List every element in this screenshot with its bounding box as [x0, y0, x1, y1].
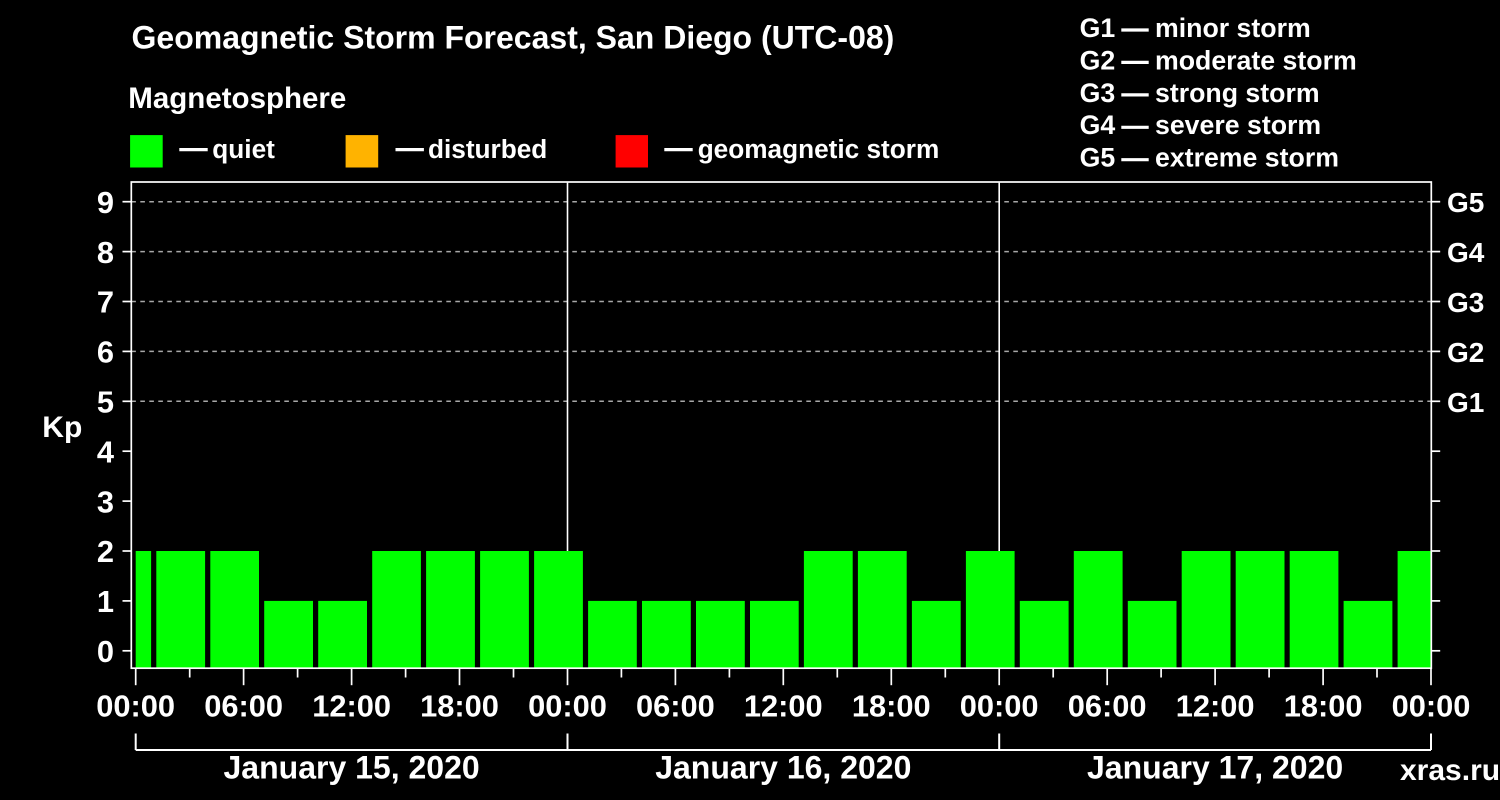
- svg-text:G3: G3: [1447, 287, 1484, 318]
- svg-text:5: 5: [97, 385, 114, 420]
- svg-text:Kp: Kp: [42, 411, 82, 444]
- svg-text:G1: G1: [1080, 13, 1116, 43]
- svg-text:2: 2: [97, 534, 114, 569]
- svg-text:00:00: 00:00: [96, 688, 175, 723]
- svg-text:4: 4: [97, 434, 114, 469]
- svg-text:extreme storm: extreme storm: [1155, 143, 1339, 173]
- svg-text:06:00: 06:00: [204, 688, 283, 723]
- svg-text:8: 8: [97, 235, 114, 270]
- svg-text:Geomagnetic Storm Forecast, Sa: Geomagnetic Storm Forecast, San Diego (U…: [132, 20, 895, 56]
- svg-text:G4: G4: [1080, 110, 1116, 140]
- svg-text:06:00: 06:00: [636, 688, 715, 723]
- svg-text:18:00: 18:00: [852, 688, 931, 723]
- svg-text:Magnetosphere: Magnetosphere: [128, 82, 346, 115]
- svg-text:0: 0: [97, 634, 114, 669]
- svg-text:xras.ru: xras.ru: [1400, 754, 1500, 787]
- svg-text:quiet: quiet: [212, 134, 275, 164]
- svg-text:G5: G5: [1080, 143, 1116, 173]
- svg-text:G2: G2: [1080, 45, 1116, 75]
- svg-text:18:00: 18:00: [420, 688, 499, 723]
- svg-text:3: 3: [97, 484, 114, 519]
- svg-text:06:00: 06:00: [1068, 688, 1147, 723]
- svg-text:G1: G1: [1447, 387, 1484, 418]
- svg-text:12:00: 12:00: [1176, 688, 1255, 723]
- svg-text:1: 1: [97, 584, 114, 619]
- svg-text:6: 6: [97, 335, 114, 370]
- svg-text:12:00: 12:00: [744, 688, 823, 723]
- svg-text:strong storm: strong storm: [1155, 78, 1320, 108]
- svg-text:geomagnetic storm: geomagnetic storm: [698, 134, 940, 164]
- svg-text:7: 7: [97, 285, 114, 320]
- svg-text:G5: G5: [1447, 187, 1484, 218]
- svg-text:18:00: 18:00: [1284, 688, 1363, 723]
- svg-text:severe storm: severe storm: [1155, 110, 1321, 140]
- svg-text:G4: G4: [1447, 237, 1485, 268]
- svg-text:January 15, 2020: January 15, 2020: [224, 750, 480, 786]
- svg-text:G3: G3: [1080, 78, 1116, 108]
- svg-text:G2: G2: [1447, 337, 1484, 368]
- svg-text:moderate storm: moderate storm: [1155, 45, 1357, 75]
- svg-text:January 16, 2020: January 16, 2020: [655, 750, 911, 786]
- svg-text:12:00: 12:00: [312, 688, 391, 723]
- svg-text:9: 9: [97, 185, 114, 220]
- svg-text:00:00: 00:00: [1392, 688, 1471, 723]
- svg-text:00:00: 00:00: [528, 688, 607, 723]
- svg-text:minor storm: minor storm: [1155, 13, 1311, 43]
- svg-text:00:00: 00:00: [960, 688, 1039, 723]
- svg-text:disturbed: disturbed: [428, 134, 547, 164]
- svg-text:January 17, 2020: January 17, 2020: [1087, 750, 1343, 786]
